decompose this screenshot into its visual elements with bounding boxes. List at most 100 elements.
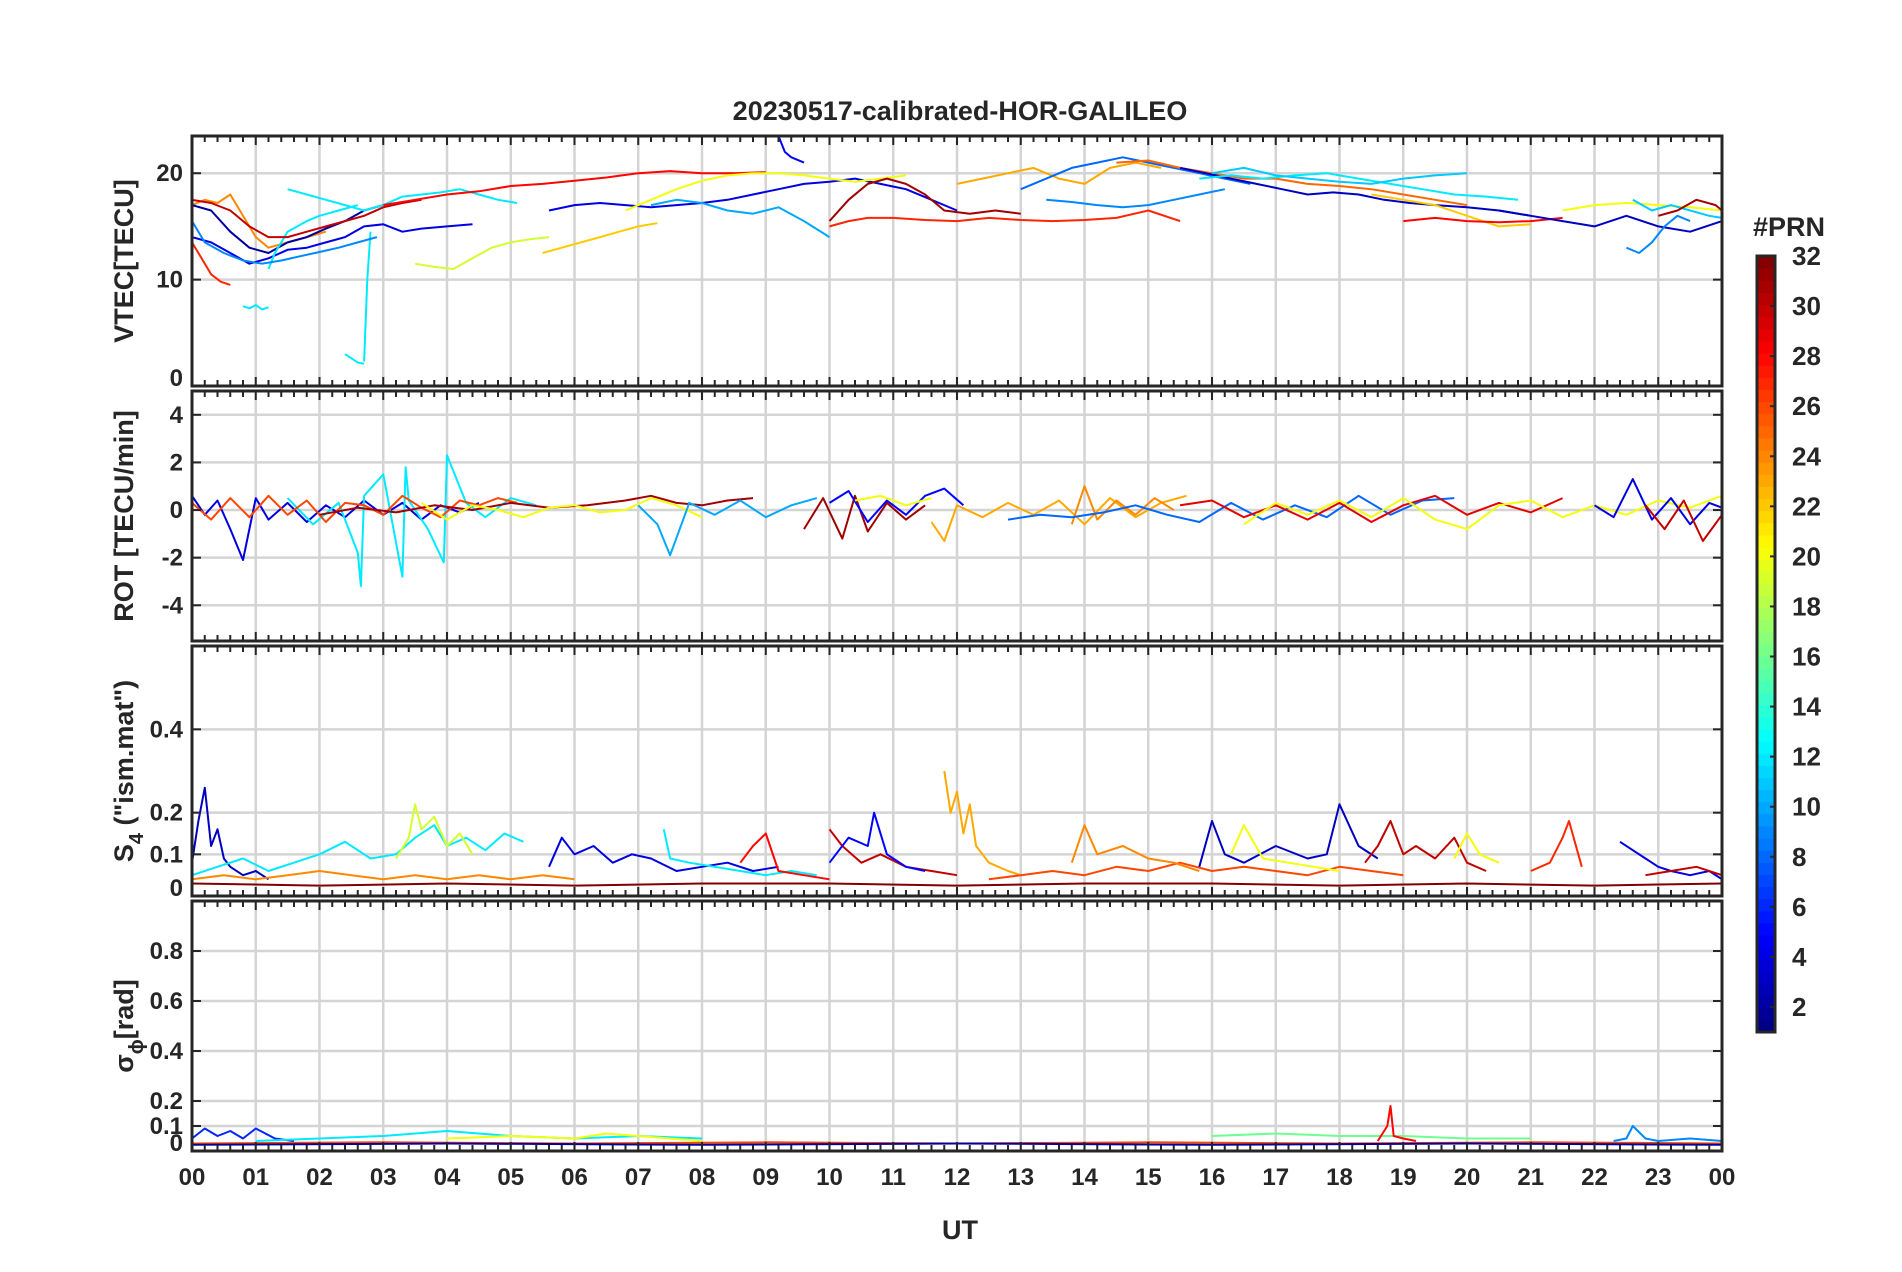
colorbar-segment	[1757, 353, 1775, 366]
x-tick-label: 12	[944, 1164, 971, 1191]
colorbar-segment	[1757, 704, 1775, 718]
series-line-prn-10	[637, 497, 818, 557]
colorbar-tick-label: 8	[1792, 842, 1806, 872]
colorbar-segment	[1757, 413, 1775, 427]
colorbar-segment	[1757, 947, 1775, 960]
colorbar-tick-label: 4	[1792, 942, 1807, 972]
series-line-prn-22	[1371, 193, 1531, 228]
series-line-prn-30	[1644, 499, 1722, 542]
series-line-prn-30	[1645, 865, 1722, 877]
colorbar-segment	[1757, 753, 1775, 766]
colorbar-segment	[1757, 825, 1775, 839]
series-line-prn-28	[739, 832, 830, 881]
series-line-prn-5	[828, 811, 926, 872]
series-line-prn-6	[192, 1127, 295, 1142]
series-line-prn-20	[446, 1132, 703, 1142]
series-line-prn-8	[1007, 494, 1455, 523]
colorbar-segment	[1757, 571, 1775, 584]
series-line-prn-3	[1498, 209, 1722, 233]
x-tick-label: 18	[1326, 1164, 1353, 1191]
series-line-prn-16	[1211, 1132, 1531, 1140]
series-line-prn-12	[344, 353, 365, 365]
series-line-prn-20	[420, 497, 703, 521]
series-line-prn-9	[1046, 188, 1226, 209]
series-line-prn-2	[192, 204, 384, 254]
series-line-prn-19	[414, 236, 550, 270]
colorbar-segment	[1757, 692, 1775, 706]
series-line-prn-10	[650, 198, 831, 238]
series-line-prn-4	[1593, 478, 1722, 526]
x-tick-label: 16	[1199, 1164, 1226, 1191]
x-tick-label: 17	[1262, 1164, 1289, 1191]
colorbar-segment	[1757, 607, 1775, 621]
colorbar-segment	[1757, 922, 1775, 936]
x-tick-label: 00	[1709, 1164, 1736, 1191]
colorbar-segment	[1757, 728, 1775, 742]
series-line-prn-26	[192, 494, 518, 523]
colorbar-segment	[1757, 656, 1775, 669]
x-tick-label: 20	[1454, 1164, 1481, 1191]
colorbar-segment	[1757, 850, 1775, 863]
panel-1: 0 10 20 VTEC[TECU]	[109, 134, 1724, 392]
colorbar-segment	[1757, 377, 1775, 390]
colorbar-segment	[1757, 401, 1775, 415]
series-line-prn-12	[192, 824, 524, 877]
colorbar-segment	[1757, 631, 1775, 645]
series-line-prn-20	[1230, 824, 1340, 872]
x-tick-label: 07	[625, 1164, 652, 1191]
colorbar-segment	[1757, 971, 1775, 985]
series-line-prn-28	[383, 170, 766, 207]
colorbar-tick-label: 20	[1792, 541, 1821, 571]
colorbar-segment	[1757, 995, 1775, 1009]
colorbar-segment	[1757, 595, 1775, 609]
panel-4: 00.10.2 0.4 0.6 0.8σϕ[rad]	[109, 899, 1724, 1157]
series-line-prn-31	[1658, 198, 1722, 217]
series-line-prn-9	[1613, 1125, 1722, 1142]
series-line-prn-5	[777, 136, 805, 164]
chart-title: 20230517-calibrated-HOR-GALILEO	[733, 96, 1188, 126]
y-tick-label: 10	[156, 267, 183, 294]
colorbar-segment	[1757, 328, 1775, 342]
colorbar-segment	[1757, 716, 1775, 730]
colorbar-segment	[1757, 474, 1775, 487]
y-tick-label: 4	[170, 402, 184, 429]
series-line-prn-24	[1070, 824, 1200, 872]
series-line-prn-26	[988, 861, 1404, 881]
x-tick-label: 10	[816, 1164, 843, 1191]
series-line-prn-12	[267, 204, 359, 270]
colorbar-segment	[1757, 644, 1775, 657]
colorbar-segment	[1757, 874, 1775, 888]
series-line-prn-31	[803, 494, 926, 540]
colorbar-segment	[1757, 437, 1775, 451]
series-line-prn-4	[192, 495, 480, 561]
y-tick-label: -2	[162, 545, 183, 572]
series-line-prn-28	[1376, 1105, 1417, 1142]
y-tick-label: 2	[170, 449, 183, 476]
series-line-prn-19	[395, 803, 474, 860]
x-tick-label: 01	[242, 1164, 269, 1191]
colorbar-segment	[1757, 777, 1775, 791]
series-line-prn-32	[192, 882, 1722, 887]
series-line-prn-3	[1179, 166, 1531, 217]
x-tick-label: 14	[1071, 1164, 1098, 1191]
colorbar-segment	[1757, 534, 1775, 548]
colorbar-tick-label: 22	[1792, 491, 1821, 521]
series-line-prn-3	[1198, 803, 1379, 868]
series-line-prn-29	[1179, 494, 1564, 523]
y-tick-label: 0.8	[150, 938, 183, 965]
series-line-prn-23	[930, 494, 1187, 542]
series-line-prn-4	[1619, 840, 1722, 881]
x-tick-label: 13	[1007, 1164, 1034, 1191]
panel-2: -4 -2 0 2 4 ROT [TECU/min]	[109, 389, 1724, 643]
colorbar-frame	[1755, 254, 1777, 1034]
colorbar-segment	[1757, 741, 1775, 754]
colorbar-tick-label: 12	[1792, 742, 1821, 772]
series-line-prn-4	[548, 177, 958, 212]
y-tick-label: 0.4	[150, 716, 184, 743]
x-tick-label: 06	[561, 1164, 588, 1191]
x-tick-label: 00	[179, 1164, 206, 1191]
colorbar-segment	[1757, 510, 1775, 524]
